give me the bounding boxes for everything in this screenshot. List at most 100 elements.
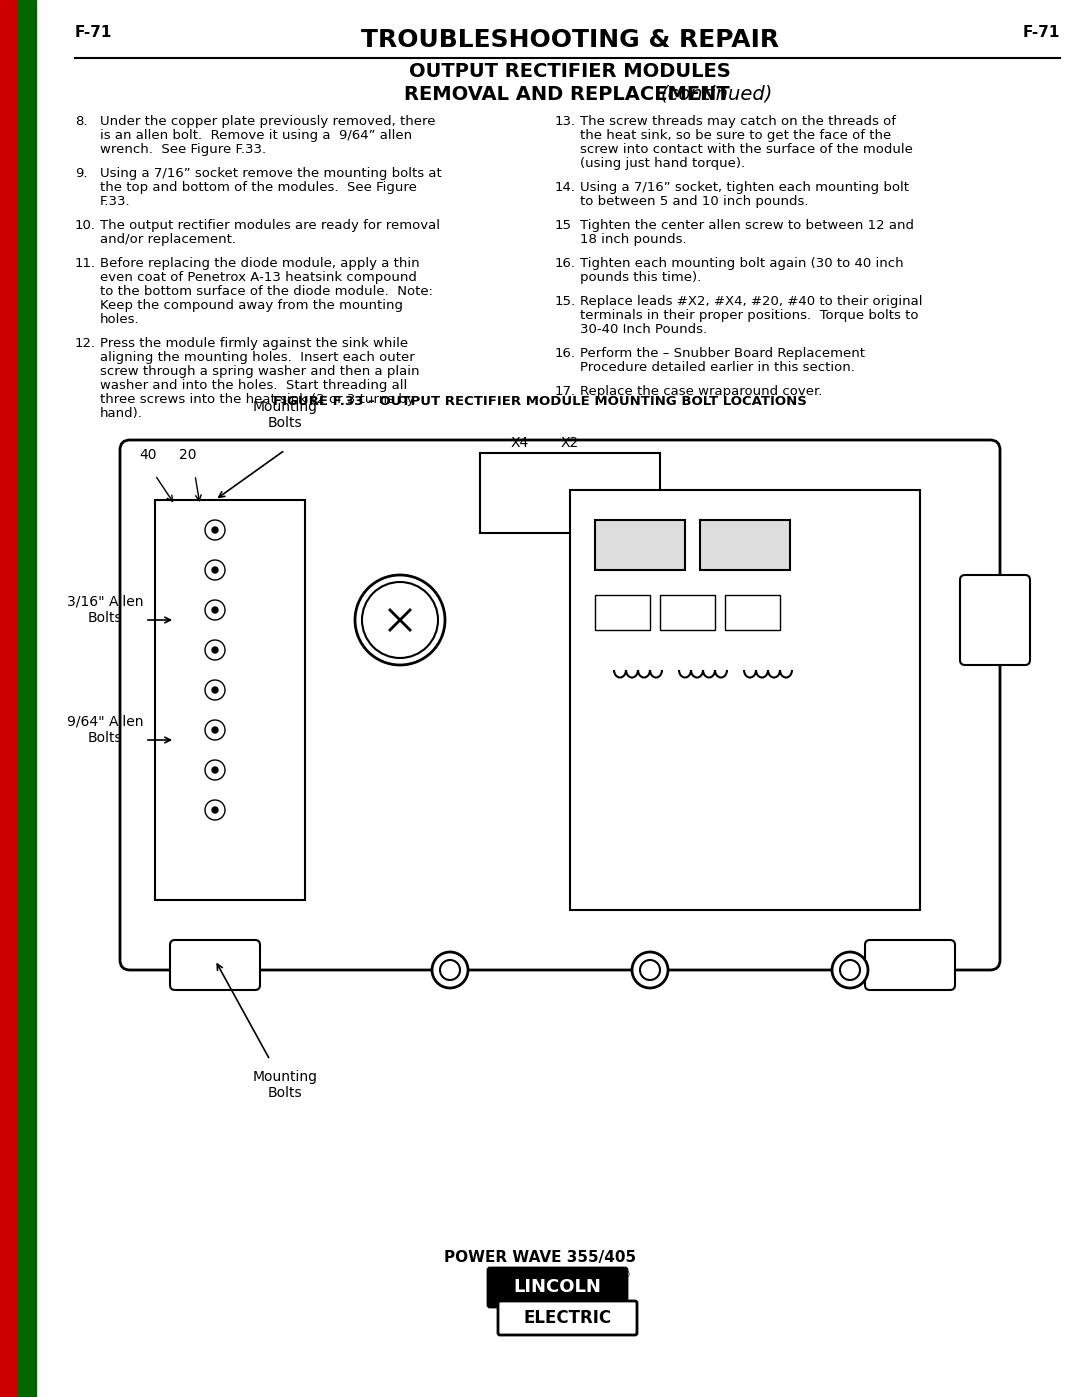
Text: 12.: 12.: [75, 337, 96, 351]
Text: Replace leads #X2, #X4, #20, #40 to their original: Replace leads #X2, #X4, #20, #40 to thei…: [580, 295, 922, 307]
Text: Using a 7/16” socket remove the mounting bolts at: Using a 7/16” socket remove the mounting…: [100, 168, 442, 180]
Text: Return to Section TOC: Return to Section TOC: [4, 334, 14, 447]
Text: POWER WAVE 355/405: POWER WAVE 355/405: [444, 1250, 636, 1266]
Text: TROUBLESHOOTING & REPAIR: TROUBLESHOOTING & REPAIR: [361, 28, 779, 52]
Text: 10.: 10.: [75, 219, 96, 232]
Circle shape: [205, 599, 225, 620]
Text: 15: 15: [555, 219, 572, 232]
Text: Using a 7/16” socket, tighten each mounting bolt: Using a 7/16” socket, tighten each mount…: [580, 182, 909, 194]
Text: F-71: F-71: [75, 25, 112, 41]
Circle shape: [362, 583, 438, 658]
Text: ®: ®: [620, 1270, 631, 1280]
Text: 3/16" Allen
Bolts: 3/16" Allen Bolts: [67, 595, 144, 624]
Bar: [725, 595, 780, 630]
Text: is an allen bolt.  Remove it using a  9/64” allen: is an allen bolt. Remove it using a 9/64…: [100, 129, 413, 142]
FancyBboxPatch shape: [498, 1301, 637, 1336]
Text: F-71: F-71: [1023, 25, 1059, 41]
Text: FIGURE F.33 – OUTPUT RECTIFIER MODULE MOUNTING BOLT LOCATIONS: FIGURE F.33 – OUTPUT RECTIFIER MODULE MO…: [273, 395, 807, 408]
Text: 8.: 8.: [75, 115, 87, 129]
Text: Perform the – Snubber Board Replacement: Perform the – Snubber Board Replacement: [580, 346, 865, 360]
Text: LINCOLN: LINCOLN: [514, 1278, 602, 1296]
Text: and/or replacement.: and/or replacement.: [100, 233, 237, 246]
Text: (using just hand torque).: (using just hand torque).: [580, 156, 745, 170]
Text: F.33.: F.33.: [100, 196, 131, 208]
Bar: [480, 453, 660, 534]
FancyBboxPatch shape: [488, 1268, 627, 1308]
Text: screw into contact with the surface of the module: screw into contact with the surface of t…: [580, 142, 913, 156]
Text: Keep the compound away from the mounting: Keep the compound away from the mounting: [100, 299, 403, 312]
Circle shape: [212, 726, 218, 733]
Circle shape: [212, 687, 218, 693]
Text: Return to Master TOC: Return to Master TOC: [23, 394, 31, 506]
Circle shape: [205, 520, 225, 541]
Text: The output rectifier modules are ready for removal: The output rectifier modules are ready f…: [100, 219, 440, 232]
Text: 11.: 11.: [75, 257, 96, 270]
Text: to between 5 and 10 inch pounds.: to between 5 and 10 inch pounds.: [580, 196, 809, 208]
Text: 15.: 15.: [555, 295, 576, 307]
Text: 18 inch pounds.: 18 inch pounds.: [580, 233, 687, 246]
Text: X4: X4: [511, 436, 529, 450]
Text: The screw threads may catch on the threads of: The screw threads may catch on the threa…: [580, 115, 896, 129]
FancyBboxPatch shape: [865, 940, 955, 990]
Text: hand).: hand).: [100, 407, 143, 420]
Text: 9.: 9.: [75, 168, 87, 180]
Bar: [156, 500, 305, 900]
Text: holes.: holes.: [100, 313, 139, 326]
Text: Return to Section TOC: Return to Section TOC: [4, 1172, 14, 1285]
Text: Return to Section TOC: Return to Section TOC: [4, 893, 14, 1007]
Text: 30-40 Inch Pounds.: 30-40 Inch Pounds.: [580, 323, 707, 337]
FancyBboxPatch shape: [170, 940, 260, 990]
Text: three screws into the heat sink (2 or 3 turns by: three screws into the heat sink (2 or 3 …: [100, 393, 415, 407]
Text: Return to Master TOC: Return to Master TOC: [23, 1234, 31, 1344]
Text: Before replacing the diode module, apply a thin: Before replacing the diode module, apply…: [100, 257, 420, 270]
Bar: [0, 0, 18, 1397]
Text: 20: 20: [179, 448, 197, 462]
Text: the top and bottom of the modules.  See Figure: the top and bottom of the modules. See F…: [100, 182, 417, 194]
Circle shape: [840, 960, 860, 981]
Text: pounds this time).: pounds this time).: [580, 271, 701, 284]
Circle shape: [212, 608, 218, 613]
Text: Return to Master TOC: Return to Master TOC: [23, 954, 31, 1066]
Circle shape: [212, 527, 218, 534]
Text: even coat of Penetrox A-13 heatsink compound: even coat of Penetrox A-13 heatsink comp…: [100, 271, 417, 284]
Circle shape: [355, 576, 445, 665]
Text: 9/64" Allen
Bolts: 9/64" Allen Bolts: [67, 715, 144, 745]
Text: Procedure detailed earlier in this section.: Procedure detailed earlier in this secti…: [580, 360, 855, 374]
Text: washer and into the holes.  Start threading all: washer and into the holes. Start threadi…: [100, 379, 407, 393]
Text: to the bottom surface of the diode module.  Note:: to the bottom surface of the diode modul…: [100, 285, 433, 298]
Text: 14.: 14.: [555, 182, 576, 194]
Bar: [18, 0, 36, 1397]
Circle shape: [432, 951, 468, 988]
Text: Tighten the center allen screw to between 12 and: Tighten the center allen screw to betwee…: [580, 219, 914, 232]
Text: 40: 40: [139, 448, 157, 462]
Circle shape: [205, 640, 225, 659]
Circle shape: [212, 767, 218, 773]
Text: 16.: 16.: [555, 346, 576, 360]
Text: (continued): (continued): [660, 85, 772, 103]
Circle shape: [205, 680, 225, 700]
Circle shape: [832, 951, 868, 988]
Bar: [700, 520, 789, 570]
Circle shape: [205, 560, 225, 580]
Text: Return to Master TOC: Return to Master TOC: [23, 675, 31, 785]
Circle shape: [640, 960, 660, 981]
Text: Mounting
Bolts: Mounting Bolts: [253, 1070, 318, 1101]
Text: terminals in their proper positions.  Torque bolts to: terminals in their proper positions. Tor…: [580, 309, 918, 321]
Bar: [570, 490, 920, 909]
Text: screw through a spring washer and then a plain: screw through a spring washer and then a…: [100, 365, 419, 379]
Text: ELECTRIC: ELECTRIC: [524, 1309, 611, 1327]
FancyBboxPatch shape: [960, 576, 1030, 665]
Text: Mounting
Bolts: Mounting Bolts: [253, 400, 318, 430]
Text: 13.: 13.: [555, 115, 576, 129]
Text: 16.: 16.: [555, 257, 576, 270]
Text: Replace the case wraparound cover.: Replace the case wraparound cover.: [580, 386, 822, 398]
FancyBboxPatch shape: [120, 440, 1000, 970]
Bar: [660, 595, 715, 630]
Circle shape: [205, 719, 225, 740]
Text: Tighten each mounting bolt again (30 to 40 inch: Tighten each mounting bolt again (30 to …: [580, 257, 904, 270]
Text: the heat sink, so be sure to get the face of the: the heat sink, so be sure to get the fac…: [580, 129, 891, 142]
Text: Return to Section TOC: Return to Section TOC: [4, 613, 14, 726]
Text: Press the module firmly against the sink while: Press the module firmly against the sink…: [100, 337, 408, 351]
Text: Under the copper plate previously removed, there: Under the copper plate previously remove…: [100, 115, 435, 129]
Text: REMOVAL AND REPLACEMENT: REMOVAL AND REPLACEMENT: [404, 85, 737, 103]
